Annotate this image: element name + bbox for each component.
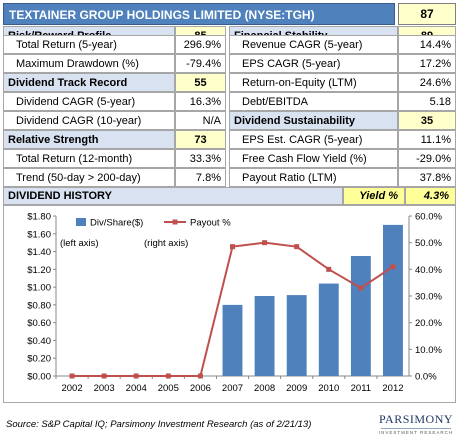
left-tick-label: $1.40 [27,247,51,258]
yield-value: 4.3% [405,187,456,205]
legend-line-marker [172,219,178,225]
x-tick-label: 2011 [351,383,371,394]
legend-bar-label: Div/Share($) [90,218,143,229]
metric-label: EPS Est. CAGR (5-year) [229,130,398,149]
metric-label: Dividend CAGR (10-year) [3,111,175,130]
payout-point-2003 [101,373,107,379]
right-tick-label: 0.0% [415,372,437,383]
metric-value: 24.6% [398,73,456,92]
payout-point-2005 [165,373,171,379]
metric-value: 33.3% [175,149,226,168]
payout-point-2012 [390,264,396,270]
yield-label: Yield % [343,187,405,205]
section-score-dividend-sustainability: 35 [398,111,456,130]
metric-label: Trend (50-day > 200-day) [3,168,175,187]
right-tick-label: 10.0% [415,345,442,356]
metric-value: N/A [175,111,226,130]
left-tick-label: $1.00 [27,283,51,294]
metric-value: 37.8% [398,168,456,187]
metric-label: Payout Ratio (LTM) [229,168,398,187]
x-tick-label: 2009 [286,383,307,394]
logo-subtext: INVESTMENT RESEARCH [378,430,454,435]
x-tick-label: 2012 [382,383,403,394]
payout-point-2007 [230,244,235,250]
payout-point-2010 [326,266,332,272]
x-tick-label: 2005 [158,383,179,394]
section-score-relative-strength: 73 [175,130,226,149]
right-tick-label: 50.0% [415,238,442,249]
metric-label: Return-on-Equity (LTM) [229,73,398,92]
left-tick-label: $0.20 [27,354,51,365]
section-title-relative-strength: Relative Strength [3,130,175,149]
bar-2010 [318,283,339,376]
x-tick-label: 2006 [190,383,211,394]
bar-2011 [350,256,371,376]
legend-line-label: Payout % [190,218,231,229]
metric-value: 16.3% [175,92,226,111]
section-title-dividend-sustainability: Dividend Sustainability [229,111,398,130]
left-tick-label: $1.80 [27,212,51,223]
right-tick-label: 20.0% [415,318,442,329]
overall-score: 87 [398,3,456,25]
metric-value: 5.18 [398,92,456,111]
x-tick-label: 2007 [222,383,243,394]
metric-value: 17.2% [398,54,456,73]
x-tick-label: 2010 [318,383,339,394]
parsimony-logo: PARSIMONY INVESTMENT RESEARCH [377,412,455,438]
x-tick-label: 2003 [94,383,115,394]
bar-2009 [286,295,307,376]
metric-label: Revenue CAGR (5-year) [229,35,398,54]
metric-label: Total Return (12-month) [3,149,175,168]
metric-value: -79.4% [175,54,226,73]
left-tick-label: $0.60 [27,318,51,329]
metric-label: Debt/EBITDA [229,92,398,111]
left-axis-note: (left axis) [60,238,99,249]
x-tick-label: 2004 [126,383,147,394]
left-tick-label: $0.00 [27,372,51,383]
x-tick-label: 2008 [254,383,275,394]
metric-label: EPS CAGR (5-year) [229,54,398,73]
section-score-dividend-track: 55 [175,73,226,92]
payout-point-2011 [358,285,364,291]
legend-bar-swatch [76,218,86,226]
x-tick-label: 2002 [61,383,82,394]
bar-2007 [222,304,243,376]
company-title: TEXTAINER GROUP HOLDINGS LIMITED (NYSE:T… [3,3,395,25]
bar-2008 [254,296,275,376]
payout-point-2004 [133,373,139,379]
right-tick-label: 30.0% [415,292,442,303]
payout-point-2006 [197,373,203,379]
bar-2012 [383,224,403,376]
metric-value: 11.1% [398,130,456,149]
left-tick-label: $0.40 [27,336,51,347]
source-note: Source: S&P Capital IQ; Parsimony Invest… [6,419,312,430]
dividend-history-chart: $0.00 $0.20 $0.40 $0.60 $0.80 $1.00 $1.20 $1.40… [3,205,456,403]
metric-label: Maximum Drawdown (%) [3,54,175,73]
payout-point-2009 [294,244,300,250]
section-title-dividend-track: Dividend Track Record [3,73,175,92]
logo-text: PARSIMONY [378,412,454,426]
payout-point-2008 [262,240,268,246]
metric-value: 14.4% [398,35,456,54]
chart-svg: $0.00 $0.20 $0.40 $0.60 $0.80 $1.00 $1.20 $1.40… [27,212,442,395]
payout-point-2002 [69,373,75,379]
metric-label: Dividend CAGR (5-year) [3,92,175,111]
metric-value: 7.8% [175,168,226,187]
metric-value: -29.0% [398,149,456,168]
dividend-history-title: DIVIDEND HISTORY [3,187,343,205]
metric-value: 296.9% [175,35,226,54]
left-tick-label: $1.20 [27,265,51,276]
right-tick-label: 40.0% [415,265,442,276]
right-tick-label: 60.0% [415,212,442,223]
metric-label: Free Cash Flow Yield (%) [229,149,398,168]
right-axis-note: (right axis) [144,238,188,249]
logo-divider [381,428,451,429]
left-tick-label: $0.80 [27,300,51,311]
metric-label: Total Return (5-year) [3,35,175,54]
left-tick-label: $1.60 [27,229,51,240]
